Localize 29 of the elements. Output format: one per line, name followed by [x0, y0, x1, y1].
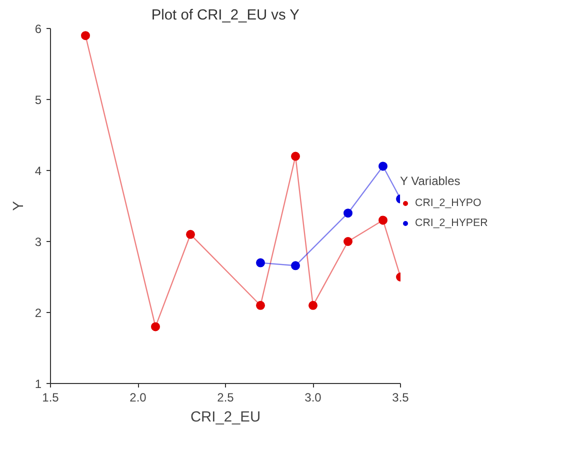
x-tick-label: 2.0: [130, 390, 147, 404]
y-tick-label: 6: [34, 22, 42, 36]
point: [81, 31, 90, 40]
x-axis-title: CRI_2_EU: [190, 410, 261, 426]
point: [256, 258, 265, 268]
point: [291, 152, 300, 161]
point: [308, 300, 318, 310]
chart-title: Plot of CRI_2_EU vs Y: [151, 8, 300, 24]
legend-label: CRI_2_HYPER: [415, 217, 488, 229]
point: [291, 261, 300, 270]
y-tick-label: 2: [34, 306, 42, 320]
x-tick-label: 3.5: [392, 390, 410, 404]
y-tick-label: 3: [34, 235, 42, 249]
point: [378, 162, 388, 171]
point: [186, 230, 195, 239]
point: [151, 322, 160, 332]
x-tick-label: 3.0: [304, 390, 322, 404]
y-tick-label: 1: [34, 377, 42, 391]
y-axis-title: Y: [10, 200, 27, 211]
y-tick-label: 4: [34, 164, 42, 178]
point: [378, 216, 388, 225]
point: [256, 300, 265, 310]
legend-label: CRI_2_HYPO: [415, 197, 482, 209]
legend-title: Y Variables: [400, 174, 462, 188]
x-tick-label: 1.5: [42, 390, 60, 404]
x-tick-label: 2.5: [217, 390, 234, 404]
y-tick-label: 5: [34, 93, 42, 107]
point: [344, 237, 352, 246]
point: [344, 208, 352, 218]
